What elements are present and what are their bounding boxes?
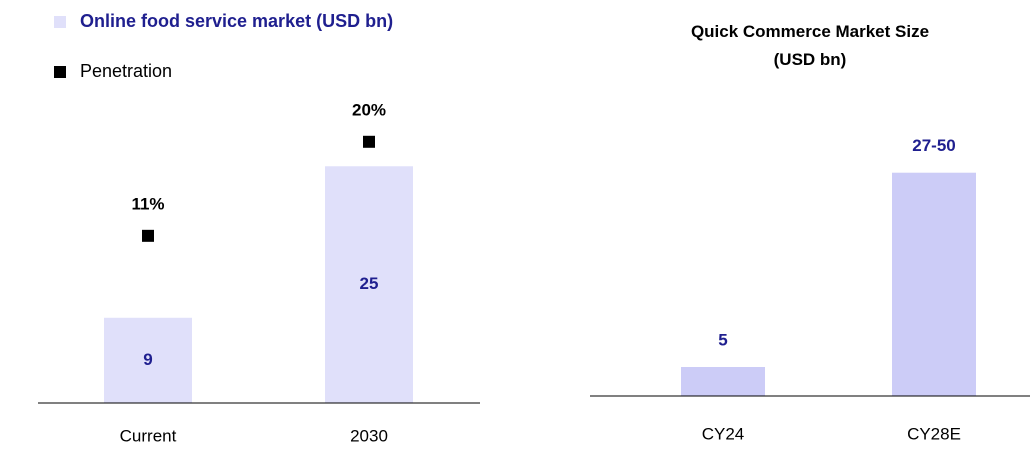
marker-value-label: 20% bbox=[352, 100, 386, 119]
legend-label: Penetration bbox=[80, 61, 172, 81]
bar-value-label: 27-50 bbox=[912, 136, 955, 155]
bar bbox=[892, 172, 976, 396]
chart-title: Quick Commerce Market Size (USD bn) bbox=[690, 22, 930, 69]
legend-swatch bbox=[54, 16, 66, 28]
bar-value-label: 9 bbox=[143, 350, 152, 369]
bar bbox=[325, 166, 413, 403]
x-tick-label: Current bbox=[120, 426, 177, 445]
legend-swatch bbox=[54, 66, 66, 78]
marker bbox=[142, 229, 154, 242]
marker bbox=[363, 135, 375, 148]
bar-value-label: 25 bbox=[360, 274, 379, 293]
bar-value-label: 5 bbox=[718, 330, 727, 349]
legend-label: Online food service market (USD bn) bbox=[80, 11, 393, 31]
marker-value-label: 11% bbox=[131, 194, 164, 213]
bar bbox=[681, 367, 765, 396]
bar bbox=[104, 317, 192, 403]
x-tick-label: CY28E bbox=[907, 424, 961, 443]
x-tick-label: CY24 bbox=[702, 424, 745, 443]
x-tick-label: 2030 bbox=[350, 426, 388, 445]
